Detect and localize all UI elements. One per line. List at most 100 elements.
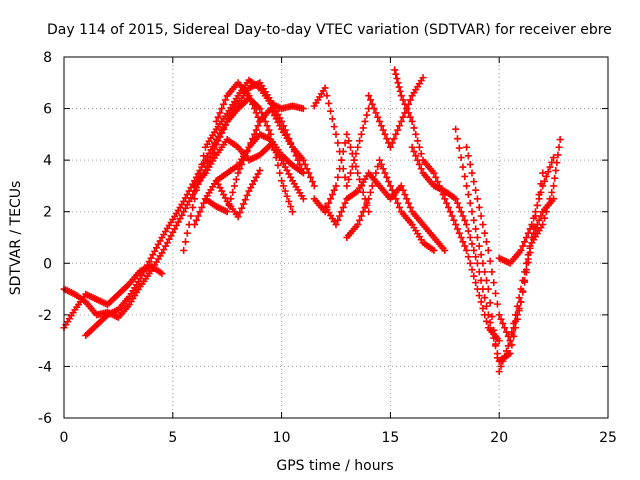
data-point xyxy=(501,324,509,332)
data-point xyxy=(483,238,491,246)
data-point xyxy=(515,304,523,312)
data-point xyxy=(328,191,336,199)
data-point xyxy=(274,161,282,169)
data-point xyxy=(463,143,471,151)
data-point xyxy=(388,186,396,194)
data-point xyxy=(434,178,442,186)
data-point xyxy=(417,165,425,173)
data-point xyxy=(430,169,438,177)
data-point xyxy=(377,122,385,130)
data-point xyxy=(399,186,407,194)
data-point xyxy=(337,208,345,216)
data-point xyxy=(479,259,487,267)
data-point xyxy=(376,117,384,125)
data-point xyxy=(541,214,549,222)
data-point xyxy=(394,126,402,134)
data-point xyxy=(238,160,246,168)
data-point xyxy=(350,156,358,164)
data-point xyxy=(531,208,539,216)
data-point xyxy=(339,203,347,211)
data-point xyxy=(194,212,202,220)
data-point xyxy=(240,200,248,208)
data-point xyxy=(486,299,494,307)
data-point xyxy=(283,192,291,200)
data-point xyxy=(191,221,199,229)
y-tick-label: 8 xyxy=(43,50,52,66)
data-point xyxy=(526,225,534,233)
data-point xyxy=(328,115,336,123)
data-point xyxy=(372,109,380,117)
data-point xyxy=(542,208,550,216)
data-point xyxy=(508,330,516,338)
data-series xyxy=(201,130,307,216)
data-point xyxy=(325,99,333,107)
data-point xyxy=(397,182,405,190)
data-point xyxy=(464,152,472,160)
data-point xyxy=(432,173,440,181)
data-point xyxy=(533,201,541,209)
data-point xyxy=(499,357,507,365)
data-series xyxy=(212,79,264,125)
data-point xyxy=(236,165,244,173)
data-point xyxy=(388,139,396,147)
data-point xyxy=(216,109,224,117)
data-point xyxy=(466,199,474,207)
data-point xyxy=(537,212,545,220)
data-point xyxy=(542,172,550,180)
data-point xyxy=(281,187,289,195)
y-tick-label: -6 xyxy=(38,411,52,427)
data-point xyxy=(343,182,351,190)
data-point xyxy=(419,74,427,82)
data-point xyxy=(308,178,316,186)
data-point xyxy=(535,216,543,224)
data-point xyxy=(443,199,451,207)
data-point xyxy=(365,92,373,100)
data-point xyxy=(452,221,460,229)
data-point xyxy=(247,96,255,104)
data-point xyxy=(397,92,405,100)
data-point xyxy=(463,246,471,254)
data-point xyxy=(399,113,407,121)
data-point xyxy=(383,173,391,181)
data-point xyxy=(444,203,452,211)
data-point xyxy=(415,160,423,168)
x-tick-label: 25 xyxy=(599,430,617,446)
data-point xyxy=(466,160,474,168)
data-point xyxy=(524,258,532,266)
data-series xyxy=(321,169,449,254)
data-point xyxy=(243,191,251,199)
chart-title: Day 114 of 2015, Sidereal Day-to-day VTE… xyxy=(47,22,612,38)
data-point xyxy=(395,203,403,211)
data-point xyxy=(457,208,465,216)
data-point xyxy=(495,311,503,319)
data-point xyxy=(464,253,472,261)
data-point xyxy=(365,195,373,203)
data-point xyxy=(229,188,237,196)
data-point xyxy=(200,152,208,160)
data-point xyxy=(461,242,469,250)
data-point xyxy=(397,117,405,125)
y-axis-label: SDTVAR / TECUs xyxy=(8,181,24,296)
data-point xyxy=(484,311,492,319)
data-point xyxy=(390,191,398,199)
data-point xyxy=(513,311,521,319)
data-point xyxy=(348,150,356,158)
data-point xyxy=(221,96,229,104)
data-point xyxy=(403,195,411,203)
data-point xyxy=(352,163,360,171)
data-point xyxy=(446,208,454,216)
data-point xyxy=(492,340,500,348)
data-point xyxy=(299,195,307,203)
data-point xyxy=(548,188,556,196)
data-point xyxy=(479,304,487,312)
data-point xyxy=(457,154,465,162)
data-point xyxy=(475,242,483,250)
data-point xyxy=(214,113,222,121)
data-point xyxy=(495,337,503,345)
data-point xyxy=(330,186,338,194)
data-point xyxy=(410,124,418,132)
data-point xyxy=(466,234,474,241)
data-point xyxy=(359,188,367,196)
data-point xyxy=(359,208,367,216)
data-series xyxy=(310,130,373,216)
